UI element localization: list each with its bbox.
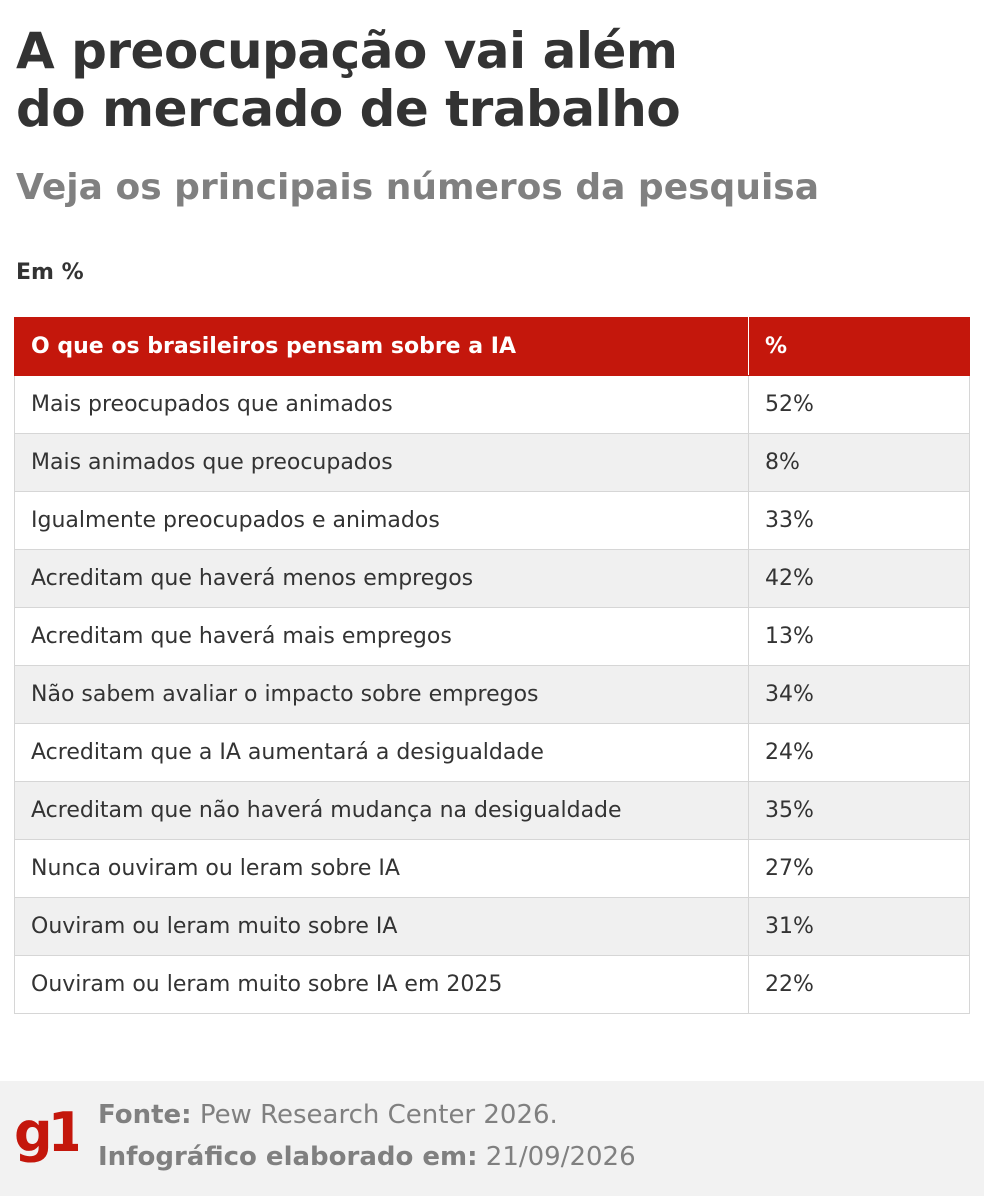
row-label: Não sabem avaliar o impacto sobre empreg… xyxy=(14,665,749,724)
table-row: Mais animados que preocupados 8% xyxy=(14,433,970,492)
row-value: 52% xyxy=(748,375,970,434)
page-title: A preocupação vai além do mercado de trab… xyxy=(16,22,976,138)
source-label: Fonte: xyxy=(98,1100,192,1130)
table-row: Mais preocupados que animados 52% xyxy=(14,375,970,434)
row-label: Acreditam que haverá menos empregos xyxy=(14,549,749,608)
row-value: 33% xyxy=(748,491,970,550)
row-value: 8% xyxy=(748,433,970,492)
date-label: Infográfico elaborado em: xyxy=(98,1142,478,1172)
row-value: 34% xyxy=(748,665,970,724)
table-row: Nunca ouviram ou leram sobre IA 27% xyxy=(14,839,970,898)
unit-label: Em % xyxy=(16,260,84,285)
table-row: Acreditam que a IA aumentará a desiguald… xyxy=(14,723,970,782)
title-line-2: do mercado de trabalho xyxy=(16,80,681,138)
row-value: 13% xyxy=(748,607,970,666)
source-line: Fonte: Pew Research Center 2026. xyxy=(98,1097,558,1133)
row-label: Ouviram ou leram muito sobre IA em 2025 xyxy=(14,955,749,1014)
source-value: Pew Research Center 2026. xyxy=(199,1100,558,1130)
footer: g1 Fonte: Pew Research Center 2026. Info… xyxy=(0,1081,984,1196)
date-line: Infográfico elaborado em: 21/09/2026 xyxy=(98,1139,636,1175)
date-value: 21/09/2026 xyxy=(485,1142,636,1172)
table-body: Mais preocupados que animados 52% Mais ani… xyxy=(14,375,970,1014)
g1-logo-text: g1 xyxy=(14,1101,78,1164)
row-value: 27% xyxy=(748,839,970,898)
row-value: 42% xyxy=(748,549,970,608)
table-row: Ouviram ou leram muito sobre IA 31% xyxy=(14,897,970,956)
table-header-row: O que os brasileiros pensam sobre a IA % xyxy=(14,317,970,376)
row-label: Acreditam que não haverá mudança na desi… xyxy=(14,781,749,840)
table-row: Não sabem avaliar o impacto sobre empreg… xyxy=(14,665,970,724)
row-label: Igualmente preocupados e animados xyxy=(14,491,749,550)
row-label: Ouviram ou leram muito sobre IA xyxy=(14,897,749,956)
row-label: Acreditam que a IA aumentará a desiguald… xyxy=(14,723,749,782)
row-value: 31% xyxy=(748,897,970,956)
title-line-1: A preocupação vai além xyxy=(16,22,678,80)
g1-logo: g1 xyxy=(14,1101,78,1164)
table-row: Acreditam que não haverá mudança na desi… xyxy=(14,781,970,840)
table-row: Acreditam que haverá menos empregos 42% xyxy=(14,549,970,608)
table-row: Igualmente preocupados e animados 33% xyxy=(14,491,970,550)
survey-table: O que os brasileiros pensam sobre a IA %… xyxy=(14,317,970,1014)
row-label: Nunca ouviram ou leram sobre IA xyxy=(14,839,749,898)
row-label: Mais preocupados que animados xyxy=(14,375,749,434)
row-value: 22% xyxy=(748,955,970,1014)
row-value: 24% xyxy=(748,723,970,782)
column-header-percent: % xyxy=(748,317,970,376)
row-value: 35% xyxy=(748,781,970,840)
row-label: Acreditam que haverá mais empregos xyxy=(14,607,749,666)
column-header-question: O que os brasileiros pensam sobre a IA xyxy=(14,317,749,376)
page-subtitle: Veja os principais números da pesquisa xyxy=(16,167,820,208)
row-label: Mais animados que preocupados xyxy=(14,433,749,492)
table-row: Ouviram ou leram muito sobre IA em 2025 2… xyxy=(14,955,970,1014)
table-row: Acreditam que haverá mais empregos 13% xyxy=(14,607,970,666)
